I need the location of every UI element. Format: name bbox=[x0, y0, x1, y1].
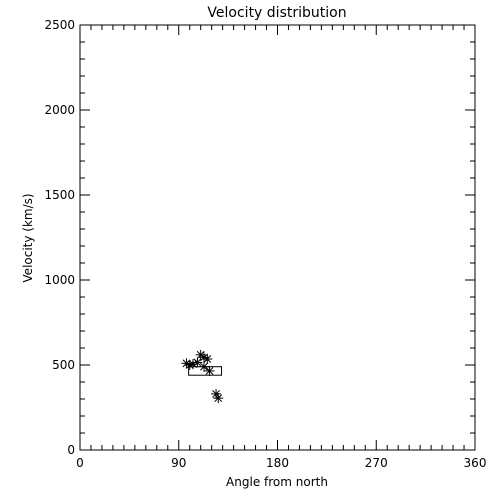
data-point bbox=[202, 354, 213, 365]
x-tick-label: 360 bbox=[464, 456, 487, 470]
data-point bbox=[204, 365, 215, 376]
plot-frame bbox=[79, 24, 476, 451]
y-tick-label: 2500 bbox=[44, 18, 75, 32]
x-tick-label: 90 bbox=[171, 456, 186, 470]
y-tick-label: 2000 bbox=[44, 103, 75, 117]
y-tick-label: 500 bbox=[52, 358, 75, 372]
data-points bbox=[181, 349, 224, 404]
y-tick-label: 1500 bbox=[44, 188, 75, 202]
y-tick-label: 1000 bbox=[44, 273, 75, 287]
data-point bbox=[192, 357, 203, 368]
y-axis-label: Velocity (km/s) bbox=[21, 193, 35, 282]
chart-title: Velocity distribution bbox=[207, 5, 346, 21]
data-point bbox=[188, 359, 199, 370]
x-tick-label: 270 bbox=[365, 456, 388, 470]
axis-ticks bbox=[79, 24, 476, 451]
data-point bbox=[213, 393, 224, 404]
x-tick-label: 180 bbox=[266, 456, 289, 470]
data-point bbox=[198, 361, 209, 372]
y-tick-label: 0 bbox=[67, 443, 75, 457]
x-tick-label: 0 bbox=[76, 456, 84, 470]
x-axis-label: Angle from north bbox=[226, 475, 328, 489]
tick-labels: 0 90 180 270 360 0 500 1000 1500 2000 2500 bbox=[44, 18, 486, 470]
